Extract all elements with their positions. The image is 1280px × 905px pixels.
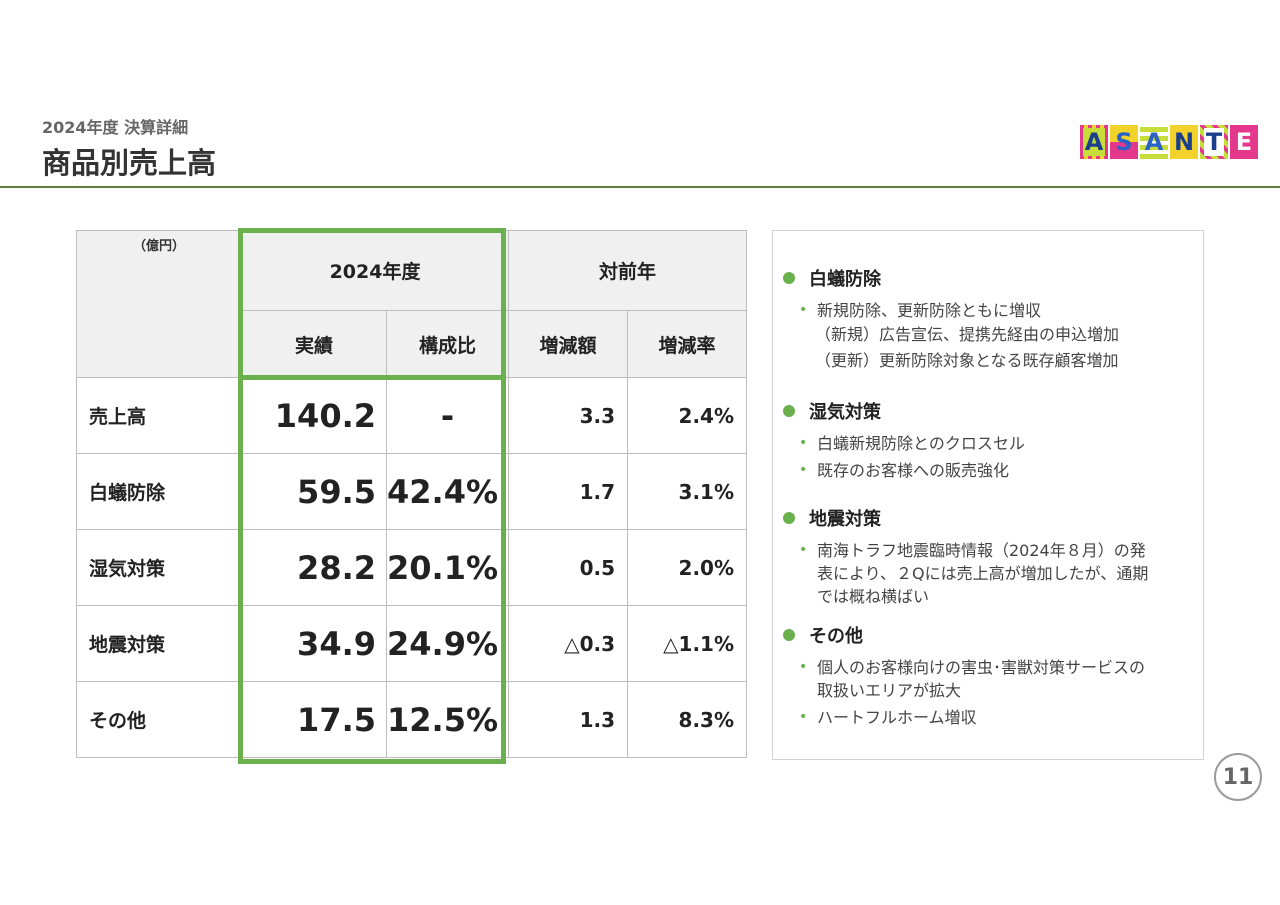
actual-value: 140.2	[241, 377, 387, 454]
diff-value: 1.7	[508, 453, 629, 530]
header-rule	[0, 186, 1280, 188]
row-label: 売上高	[76, 377, 242, 454]
section-termite: 白蟻防除 • 新規防除、更新防除ともに増収 （新規）広告宣伝、提携先経由の申込増加…	[783, 265, 1119, 374]
logo-tile-n: N	[1170, 125, 1198, 159]
section-heading: 地震対策	[809, 509, 881, 530]
bullet-dot-icon	[783, 629, 795, 641]
sub-item: （新規）広告宣伝、提携先経由の申込増加	[815, 325, 1120, 344]
page-title: 商品別売上高	[42, 146, 217, 180]
diff-value: 0.5	[508, 529, 629, 606]
sub-item: （更新）更新防除対象となる既存顧客増加	[815, 351, 1119, 370]
section-humidity: 湿気対策 • 白蟻新規防除とのクロスセル • 既存のお客様への販売強化	[783, 398, 1025, 482]
group-header-yoy: 対前年	[508, 230, 748, 311]
list-item: • 南海トラフ地震臨時情報（2024年８月）の発表により、２Qには売上高が増加した…	[799, 541, 1149, 606]
ratio-value: 42.4%	[385, 453, 510, 530]
diff-value: 3.3	[508, 377, 629, 454]
table-row: 地震対策 34.9 24.9% △0.3 △1.1%	[76, 605, 748, 682]
actual-value: 17.5	[241, 681, 387, 758]
sales-by-product-table: （億円） 2024年度 対前年 実績 構成比 増減額 増減率 売上高 140.2…	[76, 230, 748, 758]
bullet-icon: •	[799, 435, 808, 451]
row-label: 地震対策	[76, 605, 242, 682]
rate-value: 2.0%	[627, 529, 748, 606]
bullet-dot-icon	[783, 512, 795, 524]
row-label: その他	[76, 681, 242, 758]
bullet-icon: •	[799, 709, 808, 725]
bullet-icon: •	[799, 659, 808, 675]
actual-value: 28.2	[241, 529, 387, 606]
unit-label: （億円）	[76, 230, 242, 378]
row-label: 白蟻防除	[76, 453, 242, 530]
list-item: • 白蟻新規防除とのクロスセル	[799, 434, 1025, 453]
section-heading: その他	[809, 626, 863, 647]
col-header-diff: 増減額	[508, 310, 629, 378]
table-row: 売上高 140.2 - 3.3 2.4%	[76, 377, 748, 454]
logo-tile-a2: A	[1140, 125, 1168, 159]
section-heading: 白蟻防除	[809, 269, 881, 290]
col-header-rate: 増減率	[627, 310, 748, 378]
commentary-panel: 白蟻防除 • 新規防除、更新防除ともに増収 （新規）広告宣伝、提携先経由の申込増加…	[772, 230, 1204, 760]
bullet-icon: •	[799, 302, 808, 318]
bullet-dot-icon	[783, 272, 795, 284]
section-other: その他 • 個人のお客様向けの害虫･害獣対策サービスの取扱いエリアが拡大 • ハート…	[783, 622, 1183, 729]
row-label: 湿気対策	[76, 529, 242, 606]
ratio-value: 24.9%	[385, 605, 510, 682]
ratio-value: -	[385, 377, 510, 454]
page-number: 11	[1214, 753, 1262, 801]
col-header-ratio: 構成比	[385, 310, 510, 378]
logo-tile-a1: A	[1080, 125, 1108, 159]
rate-value: △1.1%	[627, 605, 748, 682]
page-subtitle: 2024年度 決算詳細	[42, 118, 189, 137]
diff-value: △0.3	[508, 605, 629, 682]
actual-value: 59.5	[241, 453, 387, 530]
ratio-value: 20.1%	[385, 529, 510, 606]
logo-tile-t: T	[1200, 125, 1228, 159]
logo-tile-s: S	[1110, 125, 1138, 159]
bullet-icon: •	[799, 542, 808, 558]
list-item: • 個人のお客様向けの害虫･害獣対策サービスの取扱いエリアが拡大	[799, 658, 1146, 700]
group-header-fy: 2024年度	[240, 230, 510, 311]
list-item: • ハートフルホーム増収	[799, 708, 977, 727]
rate-value: 3.1%	[627, 453, 748, 530]
actual-value: 34.9	[241, 605, 387, 682]
table-row: 湿気対策 28.2 20.1% 0.5 2.0%	[76, 529, 748, 606]
rate-value: 8.3%	[627, 681, 748, 758]
section-earthquake: 地震対策 • 南海トラフ地震臨時情報（2024年８月）の発表により、２Qには売上高…	[783, 505, 1183, 608]
ratio-value: 12.5%	[385, 681, 510, 758]
section-heading: 湿気対策	[809, 402, 881, 423]
diff-value: 1.3	[508, 681, 629, 758]
logo-tile-e: E	[1230, 125, 1258, 159]
rate-value: 2.4%	[627, 377, 748, 454]
table-row: その他 17.5 12.5% 1.3 8.3%	[76, 681, 748, 758]
table-row: 白蟻防除 59.5 42.4% 1.7 3.1%	[76, 453, 748, 530]
bullet-dot-icon	[783, 405, 795, 417]
asante-logo: A S A N T E	[1080, 125, 1258, 159]
list-item: • 新規防除、更新防除ともに増収	[799, 301, 1042, 320]
list-item: • 既存のお客様への販売強化	[799, 461, 1010, 480]
bullet-icon: •	[799, 462, 808, 478]
col-header-actual: 実績	[241, 310, 387, 378]
